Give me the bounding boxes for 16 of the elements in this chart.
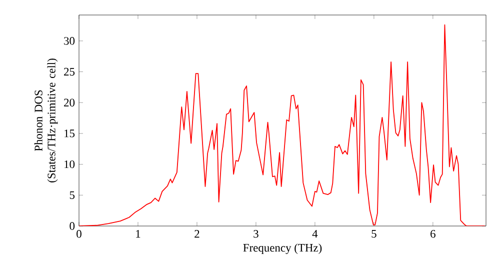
y-tick-label: 5 [70,191,75,199]
y-tick-label: 25 [64,68,75,76]
x-axis-title: Frequency (THz) [243,244,322,254]
y-tick-label: 0 [70,222,75,230]
y-tick-label: 30 [64,37,75,45]
x-tick-label: 2 [194,230,200,238]
y-axis-title: Phonon DOS (States/THz·primitive cell) [34,58,58,182]
x-tick-label: 0 [76,230,82,238]
y-tick-label: 20 [64,98,75,106]
x-tick-label: 6 [430,230,436,238]
y-tick-label: 15 [64,130,75,138]
x-tick-label: 4 [312,230,318,238]
y-tick-label: 10 [64,160,75,168]
x-tick-label: 1 [136,230,140,238]
x-tick-label: 3 [254,230,258,238]
x-tick-label: 5 [372,230,376,238]
